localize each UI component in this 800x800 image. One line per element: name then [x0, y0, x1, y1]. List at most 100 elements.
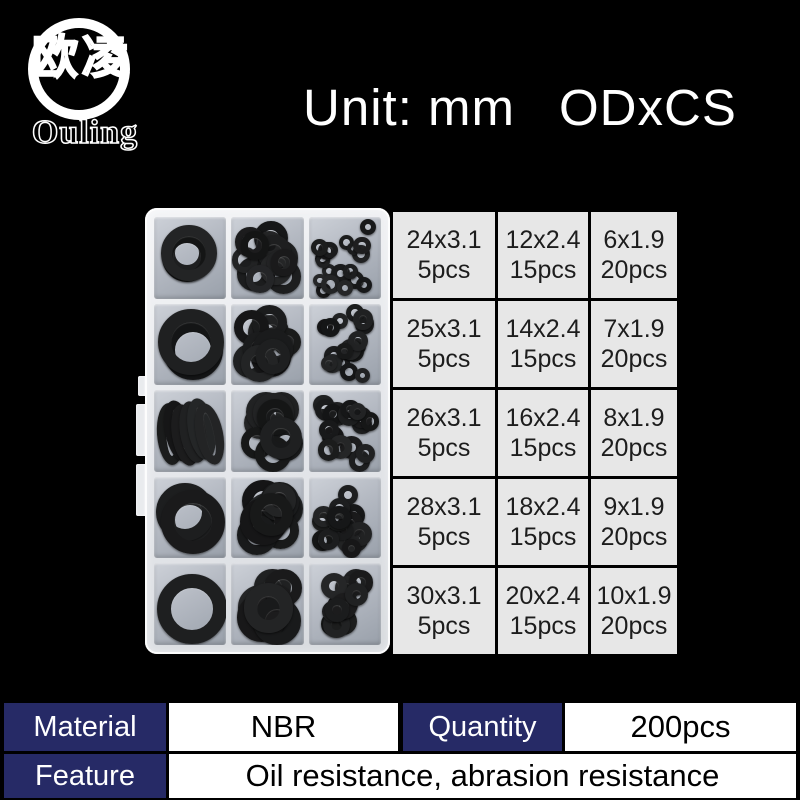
spec-size: 30x3.1: [406, 582, 482, 610]
quantity-label: Quantity: [403, 703, 562, 751]
o-ring: [270, 249, 298, 276]
spec-cell: 7x1.9 20pcs: [591, 301, 677, 387]
page-title: Unit: mm ODxCS: [303, 78, 737, 137]
o-ring: [338, 234, 354, 250]
box-compartment-grid: [154, 217, 381, 645]
spec-cell: 14x2.4 15pcs: [498, 301, 588, 387]
o-ring: [160, 490, 225, 555]
o-ring: [360, 411, 380, 431]
spec-qty: 15pcs: [509, 612, 577, 640]
format-label: ODxCS: [559, 79, 737, 136]
logo-brand-name: Ouling: [31, 113, 139, 152]
box-compartment: [154, 390, 227, 472]
spec-qty: 15pcs: [509, 434, 577, 462]
o-ring: [348, 331, 368, 352]
box-compartment: [308, 390, 381, 472]
box-compartment: [308, 303, 381, 386]
spec-qty: 5pcs: [417, 345, 471, 373]
spec-size: 14x2.4: [505, 315, 581, 343]
material-label: Material: [4, 703, 166, 751]
box-compartment: [308, 563, 381, 645]
box-compartment: [231, 303, 304, 386]
spec-size: 7x1.9: [603, 315, 665, 343]
o-ring: [336, 342, 353, 360]
o-ring: [317, 439, 339, 461]
o-ring: [336, 279, 353, 296]
quantity-value: 200pcs: [565, 703, 796, 751]
box-compartment: [231, 390, 304, 472]
spec-size: 25x3.1: [406, 315, 482, 343]
o-ring: [240, 231, 270, 261]
spec-cell: 18x2.4 15pcs: [498, 479, 588, 565]
spec-qty: 15pcs: [509, 523, 577, 551]
o-ring: [311, 239, 329, 257]
spec-size: 10x1.9: [596, 582, 672, 610]
spec-qty: 5pcs: [417, 612, 471, 640]
o-ring: [320, 318, 340, 338]
box-compartment: [308, 476, 381, 559]
spec-qty: 5pcs: [417, 256, 471, 284]
spec-cell: 16x2.4 15pcs: [498, 390, 588, 476]
box-hinge-tab: [136, 464, 145, 516]
size-spec-table: 24x3.1 5pcs 12x2.4 15pcs 6x1.9 20pcs 25x3.1…: [393, 212, 677, 654]
spec-cell: 10x1.9 20pcs: [591, 568, 677, 654]
o-ring: [319, 419, 340, 440]
o-ring: [338, 484, 359, 505]
spec-qty: 15pcs: [509, 345, 577, 373]
o-ring: [325, 598, 349, 622]
spec-cell: 8x1.9 20pcs: [591, 390, 677, 476]
spec-size: 20x2.4: [505, 582, 581, 610]
spec-qty: 5pcs: [417, 523, 471, 551]
box-compartment: [231, 563, 304, 645]
o-ring: [327, 506, 351, 530]
o-ring: [260, 416, 302, 459]
box-compartment: [308, 217, 381, 299]
box-compartment: [154, 476, 227, 559]
organizer-box-photo: [136, 208, 390, 654]
o-ring: [355, 443, 375, 463]
box-compartment: [154, 303, 227, 386]
spec-qty: 5pcs: [417, 434, 471, 462]
o-ring: [249, 492, 294, 536]
spec-qty: 15pcs: [509, 256, 577, 284]
o-ring: [354, 367, 371, 384]
spec-cell: 26x3.1 5pcs: [393, 390, 495, 476]
o-ring: [317, 529, 339, 551]
spec-size: 24x3.1: [406, 226, 482, 254]
unit-label: Unit: mm: [303, 79, 515, 136]
spec-qty: 20pcs: [600, 434, 668, 462]
spec-qty: 20pcs: [600, 523, 668, 551]
spec-size: 9x1.9: [603, 493, 665, 521]
feature-label: Feature: [4, 754, 166, 798]
box-compartment: [231, 217, 304, 299]
o-ring: [255, 339, 291, 374]
spec-cell: 30x3.1 5pcs: [393, 568, 495, 654]
feature-value: Oil resistance, abrasion resistance: [169, 754, 796, 798]
spec-cell: 25x3.1 5pcs: [393, 301, 495, 387]
o-ring: [341, 538, 362, 559]
box-compartment: [154, 217, 227, 299]
box-hinge-tab: [136, 404, 145, 456]
spec-qty: 20pcs: [600, 612, 668, 640]
material-value: NBR: [169, 703, 398, 751]
spec-size: 26x3.1: [406, 404, 482, 432]
box-hinge-tab: [138, 376, 145, 396]
box-compartment: [231, 476, 304, 559]
box-compartment: [154, 563, 227, 645]
brand-logo: 欧凌 Ouling: [10, 10, 170, 160]
o-ring: [320, 572, 348, 600]
spec-size: 6x1.9: [603, 226, 665, 254]
spec-cell: 28x3.1 5pcs: [393, 479, 495, 565]
spec-cell: 12x2.4 15pcs: [498, 212, 588, 298]
o-ring: [246, 265, 274, 293]
spec-qty: 20pcs: [600, 256, 668, 284]
spec-cell: 24x3.1 5pcs: [393, 212, 495, 298]
logo-ring-icon: [28, 18, 130, 120]
o-ring: [360, 218, 377, 236]
o-ring: [157, 309, 224, 376]
spec-cell: 6x1.9 20pcs: [591, 212, 677, 298]
spec-size: 12x2.4: [505, 226, 581, 254]
o-ring: [352, 309, 374, 330]
o-ring: [161, 225, 218, 282]
